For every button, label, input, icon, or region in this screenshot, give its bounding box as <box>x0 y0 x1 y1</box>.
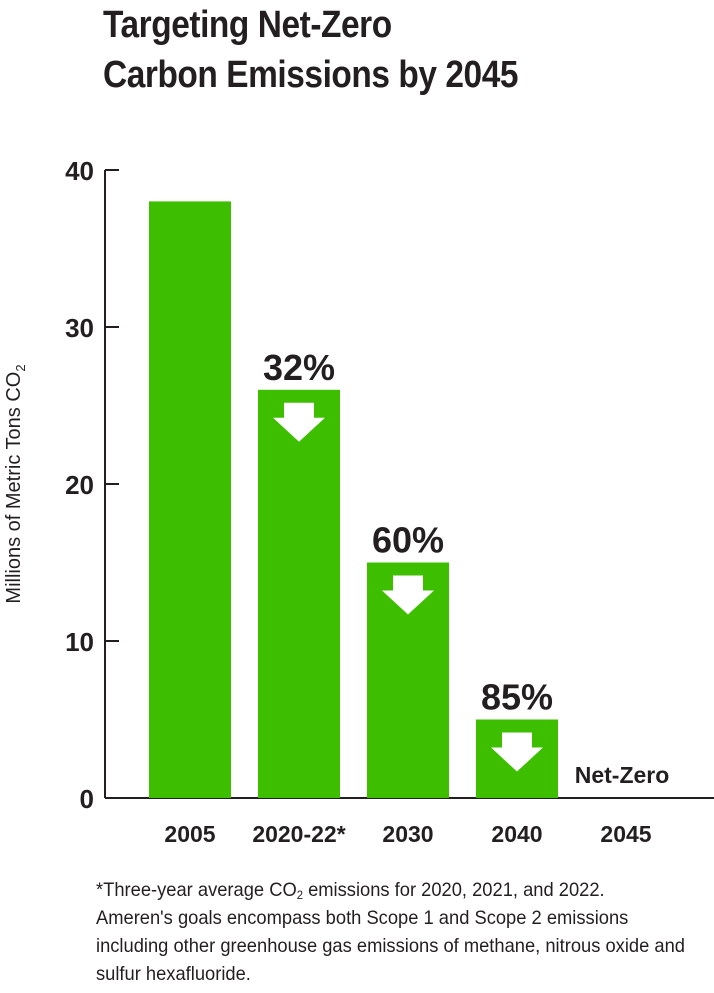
y-tick-label: 10 <box>65 627 94 657</box>
y-tick-label: 20 <box>65 470 94 500</box>
reduction-label: 32% <box>263 347 335 388</box>
y-tick-label: 0 <box>80 784 94 814</box>
x-tick-label: 2045 <box>600 821 651 847</box>
x-tick-label: 2040 <box>491 821 542 847</box>
down-arrow-icon <box>491 732 543 772</box>
reduction-label: 85% <box>481 677 553 718</box>
down-arrow-icon <box>382 575 434 615</box>
bar <box>149 201 231 798</box>
footnote-line-1: *Three-year average CO2 emissions for 20… <box>96 879 605 902</box>
down-arrow-icon <box>273 402 325 442</box>
chart-title: Targeting Net-Zero Carbon Emissions by 2… <box>103 0 518 100</box>
bar <box>258 389 340 798</box>
chart-title-line-2: Carbon Emissions by 2045 <box>103 54 519 96</box>
x-tick-label: 2020-22* <box>252 821 345 847</box>
y-tick-label: 40 <box>65 156 94 186</box>
reduction-label: 60% <box>372 520 444 561</box>
footnote: *Three-year average CO2 emissions for 20… <box>96 876 698 988</box>
x-tick-label: 2030 <box>382 821 433 847</box>
y-axis-title: Millions of Metric Tons CO2 <box>3 364 28 603</box>
data-label: Net-Zero <box>575 762 670 788</box>
footnote-line-2: Ameren's goals encompass both Scope 1 an… <box>96 907 685 985</box>
y-tick-label: 30 <box>65 313 94 343</box>
x-tick-label: 2005 <box>164 821 215 847</box>
chart-title-line-1: Targeting Net-Zero <box>103 4 392 46</box>
